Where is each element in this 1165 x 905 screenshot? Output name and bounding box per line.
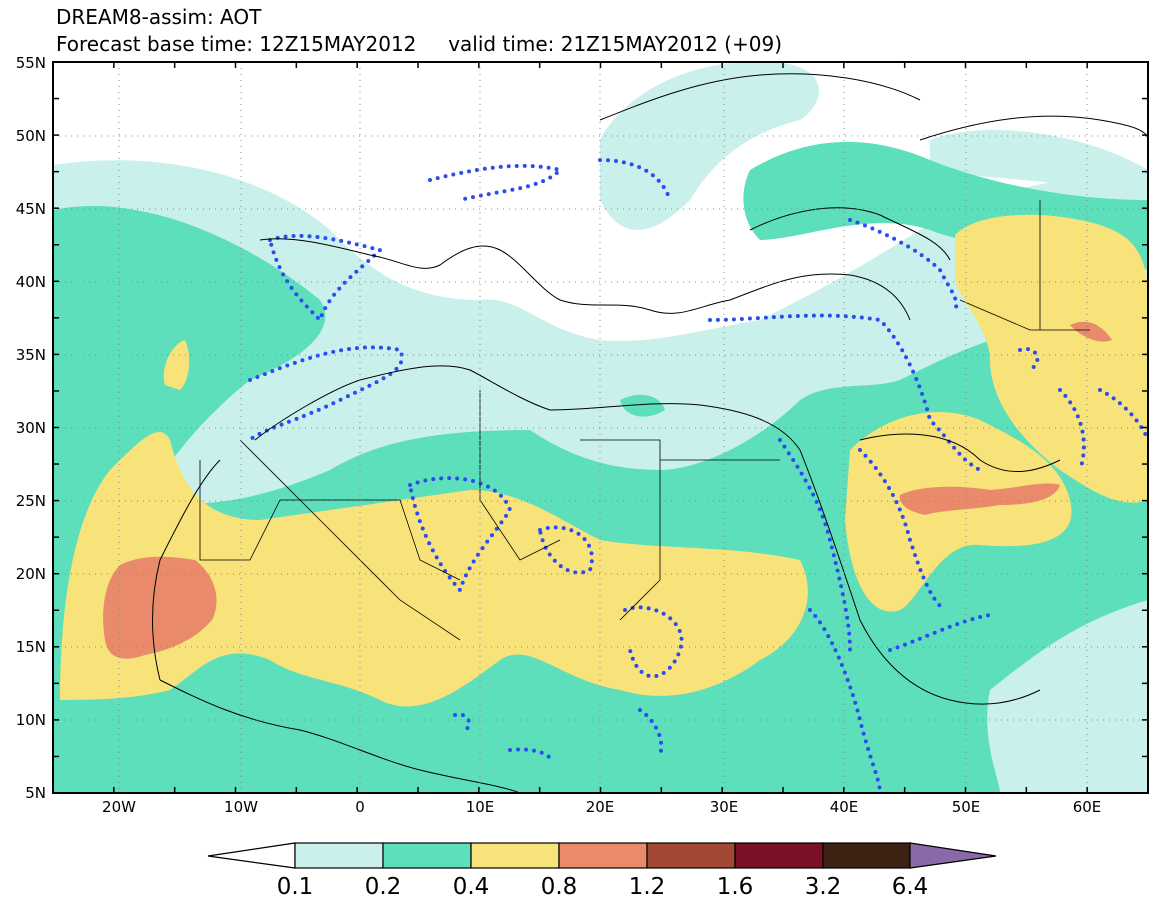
lon-tick-label: 30E bbox=[710, 798, 739, 816]
colorbar-label: 3.2 bbox=[805, 874, 842, 900]
colorbar-label: 0.8 bbox=[541, 874, 578, 900]
lat-tick-label: 15N bbox=[16, 638, 46, 656]
colorbar bbox=[207, 842, 997, 869]
aot-fields bbox=[53, 62, 1148, 793]
colorbar-segment bbox=[558, 842, 648, 869]
lon-tick-label: 60E bbox=[1073, 798, 1102, 816]
lat-tick-label: 40N bbox=[16, 273, 46, 291]
colorbar-label: 0.1 bbox=[277, 874, 314, 900]
aot-band-0.8-1.2 bbox=[103, 321, 1112, 659]
lon-tick-label: 20E bbox=[586, 798, 615, 816]
coastlines bbox=[152, 73, 1148, 793]
colorbar-segment bbox=[646, 842, 736, 869]
lat-tick-label: 35N bbox=[16, 346, 46, 364]
colorbar-label: 1.6 bbox=[717, 874, 754, 900]
colorbar-segment bbox=[294, 842, 384, 869]
lat-tick-label: 50N bbox=[16, 127, 46, 145]
colorbar-label: 0.2 bbox=[365, 874, 402, 900]
lat-tick-label: 10N bbox=[16, 711, 46, 729]
overlay-contour bbox=[248, 158, 1148, 793]
lon-tick-label: 10W bbox=[224, 798, 258, 816]
lat-tick-label: 30N bbox=[16, 419, 46, 437]
colorbar-label: 0.4 bbox=[453, 874, 490, 900]
graticule bbox=[53, 62, 1148, 793]
colorbar-segment bbox=[382, 842, 472, 869]
lat-tick-label: 25N bbox=[16, 492, 46, 510]
colorbar-upper-arrow bbox=[909, 842, 997, 869]
lon-tick-label: 20W bbox=[102, 798, 136, 816]
lon-tick-label: 0 bbox=[355, 798, 365, 816]
lat-tick-label: 45N bbox=[16, 200, 46, 218]
lon-tick-label: 10E bbox=[466, 798, 495, 816]
colorbar-label: 1.2 bbox=[629, 874, 666, 900]
aot-band-0.4-0.8 bbox=[60, 214, 1148, 707]
map-title: DREAM8-assim: AOT bbox=[56, 5, 262, 29]
map-subtitle: Forecast base time: 12Z15MAY2012 valid t… bbox=[56, 32, 782, 56]
lon-tick-label: 50E bbox=[952, 798, 981, 816]
lat-tick-label: 20N bbox=[16, 565, 46, 583]
lat-tick-labels: 55N 50N 45N 40N 35N 30N 25N 20N 15N 10N … bbox=[16, 54, 46, 802]
tick-marks bbox=[52, 61, 1149, 794]
lat-tick-label: 5N bbox=[25, 784, 46, 802]
lat-tick-label: 55N bbox=[16, 54, 46, 72]
colorbar-labels: 0.1 0.2 0.4 0.8 1.2 1.6 3.2 6.4 bbox=[277, 874, 929, 900]
colorbar-lower-arrow bbox=[207, 842, 296, 869]
lon-tick-labels: 20W 10W 0 10E 20E 30E 40E 50E 60E bbox=[102, 798, 1101, 816]
colorbar-segment bbox=[822, 842, 911, 869]
lon-tick-label: 40E bbox=[830, 798, 859, 816]
colorbar-segment bbox=[470, 842, 560, 869]
colorbar-segment bbox=[734, 842, 824, 869]
colorbar-label: 6.4 bbox=[892, 874, 929, 900]
